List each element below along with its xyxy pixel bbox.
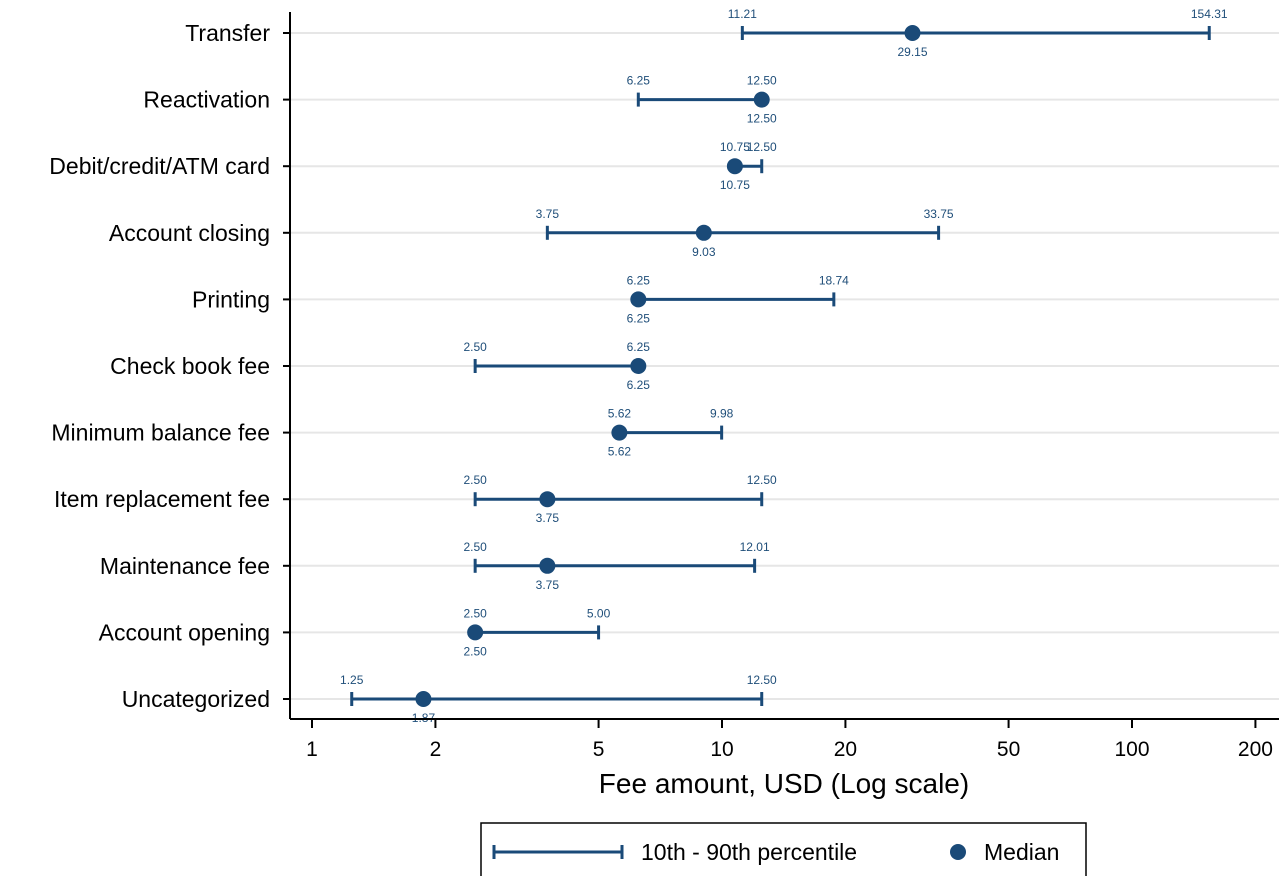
x-tick-label: 50 [997,738,1020,761]
high-value-label: 12.50 [747,673,777,687]
high-value-label: 6.25 [627,340,651,354]
low-value-label: 6.25 [627,74,651,88]
low-value-label: 10.75 [720,140,750,154]
high-value-label: 33.75 [924,207,954,221]
legend-median-label: Median [984,839,1059,865]
high-value-label: 9.98 [710,407,734,421]
median-value-label: 3.75 [536,511,560,525]
low-value-label: 6.25 [627,273,651,287]
median-value-label: 6.25 [627,311,651,325]
median-value-label: 29.15 [897,45,927,59]
high-value-label: 12.01 [740,540,770,554]
low-value-label: 2.50 [463,606,487,620]
grid-lines [290,32,1279,700]
category-label: Transfer [185,20,270,46]
low-value-label: 2.50 [463,540,487,554]
legend: 10th - 90th percentile Median [480,822,1087,876]
x-tick-label: 100 [1114,738,1149,761]
median-point [630,291,647,308]
median-point [539,557,556,574]
high-value-label: 154.31 [1191,7,1228,21]
legend-range-label: 10th - 90th percentile [641,839,857,865]
high-value-label: 12.50 [747,74,777,88]
median-point [904,25,921,41]
low-value-label: 5.62 [608,407,632,421]
low-value-label: 3.75 [536,207,560,221]
median-point [695,224,712,241]
x-tick-label: 20 [834,738,857,761]
median-point [467,624,484,641]
high-value-label: 12.50 [747,140,777,154]
category-labels: Transfer Reactivation Debit/credit/ATM car… [49,20,290,712]
median-value-label: 5.62 [608,445,632,459]
x-tick-label: 10 [710,738,733,761]
high-value-label: 12.50 [747,473,777,487]
x-axis-title: Fee amount, USD (Log scale) [599,768,969,799]
median-value-label: 12.50 [747,112,777,126]
median-point [753,91,770,108]
category-label: Debit/credit/ATM card [49,153,270,179]
x-tick-label: 1 [306,738,318,761]
x-tick-label: 200 [1238,738,1273,761]
category-label: Maintenance fee [100,553,270,579]
high-value-label: 5.00 [587,606,611,620]
category-label: Account closing [109,220,270,246]
low-value-label: 2.50 [463,340,487,354]
category-label: Minimum balance fee [51,420,270,446]
x-tick-label: 5 [593,738,605,761]
median-value-label: 9.03 [692,245,716,259]
category-label: Item replacement fee [54,486,270,512]
median-value-label: 3.75 [536,578,560,592]
median-point [726,158,743,175]
category-label: Uncategorized [122,686,270,712]
category-label: Check book fee [110,353,270,379]
x-axis-ticks: 1 2 5 10 20 50 100 200 [306,719,1273,761]
median-points [415,25,921,707]
median-point [611,424,628,441]
median-value-label: 2.50 [463,644,487,658]
median-value-label: 6.25 [627,378,651,392]
median-value-label: 10.75 [720,178,750,192]
low-value-label: 1.25 [340,673,364,687]
high-value-label: 18.74 [819,273,849,287]
median-point [415,691,432,707]
median-point [539,491,556,508]
legend-box [480,822,1087,876]
x-tick-label: 2 [430,738,442,761]
median-point [630,358,647,374]
category-label: Printing [192,286,270,312]
category-label: Account opening [99,619,270,645]
low-value-label: 2.50 [463,473,487,487]
category-label: Reactivation [143,87,270,113]
legend-median-symbol [950,844,966,860]
low-value-label: 11.21 [728,7,757,21]
